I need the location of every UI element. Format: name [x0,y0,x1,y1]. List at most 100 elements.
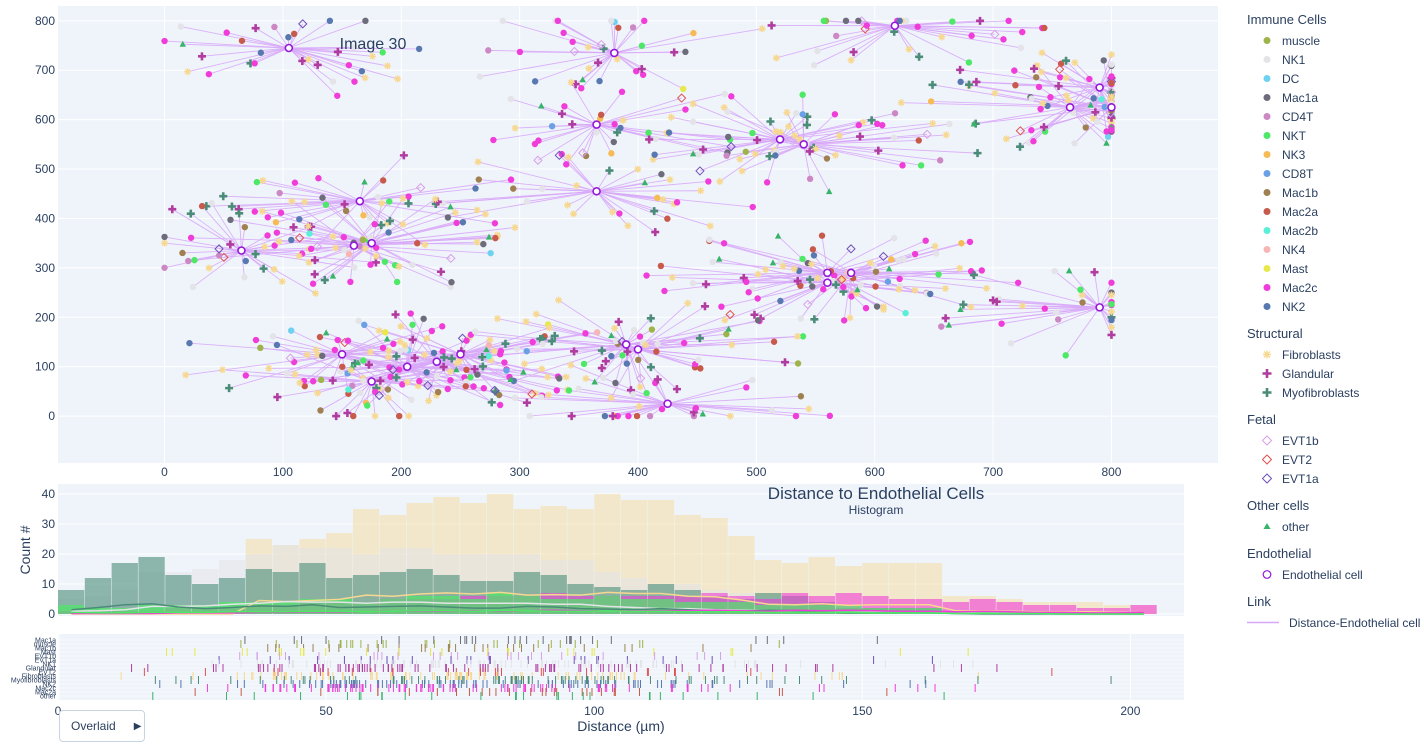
cell-point-cd4t[interactable] [271,24,277,30]
cell-point-mac2a[interactable] [317,334,323,340]
cell-point-mac2c[interactable] [372,221,378,227]
cell-point-mac2c[interactable] [351,78,357,84]
cell-point-fibroblasts[interactable] [690,100,697,107]
legend-item-fibroblasts[interactable]: Fibroblasts [1240,345,1424,364]
chart-figure[interactable]: 0 100 200 300 400 500 600 700 800010020030040050… [0,0,1230,748]
cell-point-nkt[interactable] [394,279,400,285]
cell-point-fibroblasts[interactable] [808,261,815,268]
cell-point-fibroblasts[interactable] [585,44,592,51]
cell-point-nkt[interactable] [254,179,260,185]
cell-point-mac2c[interactable] [315,175,321,181]
cell-point-nk2[interactable] [423,369,429,375]
cell-point-fibroblasts[interactable] [385,353,392,360]
cell-point-mac1a[interactable] [227,217,233,223]
cell-point-mac2c[interactable] [912,251,918,257]
cell-point-fibroblasts[interactable] [1108,291,1115,298]
cell-point-mac2c[interactable] [561,103,567,109]
cell-point-fibroblasts[interactable] [397,323,404,330]
cell-point-mac1a[interactable] [161,234,167,240]
cell-point-nk1[interactable] [397,347,403,353]
cell-point-mac2c[interactable] [308,246,314,252]
cell-point-nk3[interactable] [273,219,279,225]
cell-point-mac2c[interactable] [390,341,396,347]
cell-point-fibroblasts[interactable] [669,274,676,281]
cell-point-fibroblasts[interactable] [491,348,498,355]
cell-point-mac2c[interactable] [569,39,575,45]
cell-point-fibroblasts[interactable] [716,178,723,185]
cell-point-mac2c[interactable] [341,234,347,240]
cell-point-mac1a[interactable] [319,353,325,359]
cell-point-mac2c[interactable] [188,235,194,241]
cell-point-nk1[interactable] [367,214,373,220]
cell-point-mac2c[interactable] [367,261,373,267]
cell-point-mac2c[interactable] [659,406,665,412]
cell-point-nkt[interactable] [821,18,827,24]
cell-point-fibroblasts[interactable] [780,263,787,270]
endothelial-cell-point[interactable] [238,247,245,254]
cell-point-mac2c[interactable] [864,22,870,28]
cell-point-mac2a[interactable] [653,348,659,354]
cell-point-mac2c[interactable] [481,385,487,391]
cell-point-mac2c[interactable] [223,29,229,35]
cell-point-mac2c[interactable] [1037,106,1043,112]
endothelial-cell-point[interactable] [368,378,375,385]
cell-point-nk2[interactable] [258,50,264,56]
cell-point-fibroblasts[interactable] [582,375,589,382]
cell-point-mac2c[interactable] [681,340,687,346]
cell-point-mac2c[interactable] [750,204,756,210]
cell-point-fibroblasts[interactable] [637,383,644,390]
cell-point-nk1[interactable] [500,18,506,24]
cell-point-fibroblasts[interactable] [836,132,843,139]
cell-point-mac2c[interactable] [922,237,928,243]
cell-point-mac2c[interactable] [832,111,838,117]
cell-point-fibroblasts[interactable] [544,374,551,381]
cell-point-mac2a[interactable] [658,263,664,269]
cell-point-fibroblasts[interactable] [494,315,501,322]
cell-point-mac2c[interactable] [243,372,249,378]
cell-point-mac2c[interactable] [1030,138,1036,144]
cell-point-fibroblasts[interactable] [533,311,540,318]
cell-point-nk1[interactable] [355,318,361,324]
cell-point-cd4t[interactable] [647,413,653,419]
cell-point-mac2c[interactable] [253,337,259,343]
cell-point-nkt[interactable] [799,256,805,262]
cell-point-mac2c[interactable] [497,402,503,408]
cell-point-nkt[interactable] [949,18,955,24]
cell-point-mac1a[interactable] [658,171,664,177]
endothelial-cell-point[interactable] [404,363,411,370]
cell-point-mac2c[interactable] [721,240,727,246]
cell-point-fibroblasts[interactable] [538,365,545,372]
cell-point-mac2b[interactable] [306,230,312,236]
cell-point-mac2c[interactable] [501,359,507,365]
cell-point-mac2c[interactable] [840,284,846,290]
cell-point-fibroblasts[interactable] [261,243,268,250]
cell-point-mac2c[interactable] [447,377,453,383]
cell-point-nkt[interactable] [566,387,572,393]
cell-point-nk1[interactable] [330,78,336,84]
overlay-mode-button[interactable]: Overlaid ▶ [59,710,145,742]
cell-point-mac2c[interactable] [743,384,749,390]
endothelial-cell-point[interactable] [611,49,618,56]
cell-point-fibroblasts[interactable] [938,33,945,40]
cell-point-muscle[interactable] [723,331,729,337]
cell-point-fibroblasts[interactable] [736,156,743,163]
cell-point-mac2a[interactable] [697,365,703,371]
cell-point-mac2b[interactable] [486,353,492,359]
cell-point-fibroblasts[interactable] [880,303,887,310]
cell-point-fibroblasts[interactable] [929,120,936,127]
cell-point-fibroblasts[interactable] [511,224,518,231]
cell-point-mac2a[interactable] [771,339,777,345]
cell-point-fibroblasts[interactable] [555,297,562,304]
cell-point-nkt[interactable] [645,130,651,136]
cell-point-nk1[interactable] [895,257,901,263]
cell-point-nk2[interactable] [431,350,437,356]
cell-point-nk4[interactable] [594,329,600,335]
legend-item-mast[interactable]: Mast [1240,259,1424,278]
cell-point-mac2c[interactable] [492,220,498,226]
cell-point-nk1[interactable] [1108,61,1114,67]
cell-point-mac2b[interactable] [1098,96,1104,102]
cell-point-cd4t[interactable] [938,323,944,329]
cell-point-mac2a[interactable] [339,364,345,370]
cell-point-nk2[interactable] [460,219,466,225]
cell-point-nk3[interactable] [958,240,964,246]
